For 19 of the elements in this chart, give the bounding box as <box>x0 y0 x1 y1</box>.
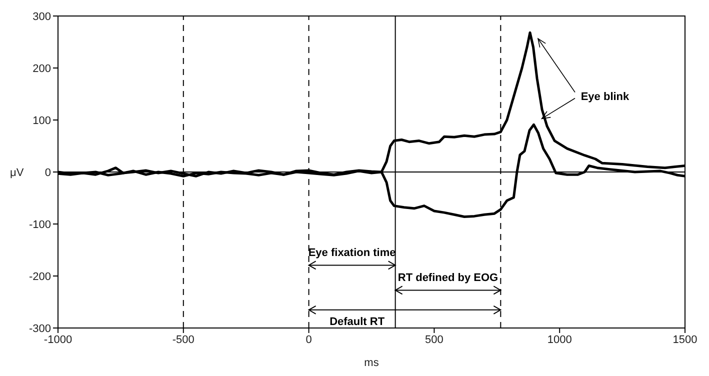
x-tick-label: 1000 <box>547 334 572 346</box>
y-tick-label: -300 <box>28 322 51 335</box>
y-tick-label: -200 <box>28 270 51 283</box>
y-tick-label: 100 <box>32 114 51 127</box>
x-tick-label: 0 <box>306 334 312 346</box>
x-tick-label: 1500 <box>672 334 698 346</box>
y-tick-label: 200 <box>32 62 51 75</box>
y-tick-label: -100 <box>28 218 51 231</box>
x-tick-label: -1000 <box>44 334 72 346</box>
x-tick-label: 500 <box>425 334 444 346</box>
y-tick-label: 300 <box>32 10 51 23</box>
x-axis-title: ms <box>364 357 380 369</box>
annotation: Eye blink <box>580 91 630 104</box>
x-tick-label: -500 <box>172 334 194 346</box>
annotation: Eye fixation time <box>308 247 396 260</box>
annotation: Default RT <box>330 316 385 328</box>
annotation: RT defined by EOG <box>398 272 498 284</box>
y-axis-title: μV <box>10 167 24 179</box>
y-tick-label: 0 <box>44 166 51 179</box>
